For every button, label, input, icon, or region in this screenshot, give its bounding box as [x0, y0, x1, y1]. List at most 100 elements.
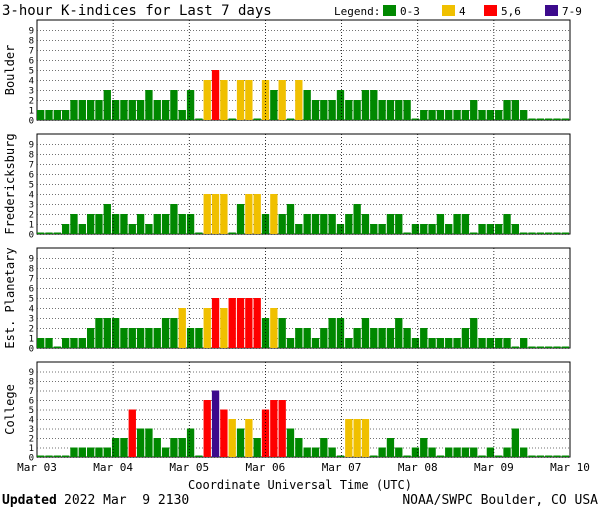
k-index-bar — [178, 438, 186, 457]
k-index-bar — [445, 224, 453, 234]
k-index-bar — [203, 80, 211, 120]
k-index-bar — [386, 438, 395, 457]
x-axis-label: Coordinate Universal Time (UTC) — [188, 478, 412, 492]
k-index-bar — [220, 194, 228, 234]
k-index-bar — [453, 447, 461, 457]
k-index-bar — [270, 90, 278, 120]
k-index-bar — [553, 346, 561, 348]
k-index-bar — [220, 80, 228, 120]
k-index-bar — [478, 338, 486, 348]
y-tick-label: 8 — [29, 265, 34, 275]
k-index-bar — [403, 328, 411, 348]
y-tick-label: 4 — [29, 77, 34, 87]
k-index-bar — [378, 224, 386, 234]
y-tick-label: 0 — [29, 231, 34, 241]
k-index-bar — [345, 419, 353, 457]
k-index-bar — [103, 90, 111, 120]
k-index-bar — [395, 318, 403, 348]
y-tick-label: 4 — [29, 191, 34, 201]
updated-timestamp: 2022 Mar 9 2130 — [64, 493, 189, 508]
x-tick-label: Mar 08 — [398, 461, 438, 474]
x-tick-label: Mar 07 — [322, 461, 362, 474]
k-index-bar — [170, 90, 178, 120]
k-index-bar — [253, 298, 261, 348]
k-index-bar — [420, 438, 428, 457]
k-index-bar — [161, 100, 170, 120]
k-index-bar — [236, 298, 245, 348]
k-index-bar — [270, 308, 278, 348]
legend-entry-label: 4 — [459, 5, 466, 18]
k-index-bar — [153, 328, 161, 348]
x-tick-label: Mar 09 — [474, 461, 514, 474]
k-index-bar — [553, 232, 561, 234]
k-index-bar — [128, 328, 136, 348]
panel-station-label: Est. Planetary — [3, 247, 17, 348]
x-tick-label: Mar 03 — [17, 461, 57, 474]
k-index-bar — [128, 409, 136, 457]
k-index-bar — [461, 110, 470, 120]
y-tick-label: 6 — [29, 57, 34, 67]
k-index-bar — [53, 346, 61, 348]
k-index-bar — [286, 204, 295, 234]
k-index-bar — [511, 346, 520, 348]
k-index-bar — [370, 90, 378, 120]
k-index-bar — [536, 232, 545, 234]
k-index-bar — [528, 118, 536, 120]
k-index-bar — [403, 232, 411, 234]
k-index-bar — [45, 455, 53, 457]
k-index-bar — [453, 214, 461, 234]
y-tick-label: 6 — [29, 285, 34, 295]
k-index-bar — [311, 447, 320, 457]
k-index-bar — [345, 338, 353, 348]
k-index-bar — [361, 90, 370, 120]
k-index-bar — [145, 90, 153, 120]
y-tick-label: 7 — [29, 47, 34, 57]
k-index-bar — [61, 110, 70, 120]
k-index-bar — [336, 90, 345, 120]
k-index-bar — [395, 214, 403, 234]
k-index-bar — [153, 100, 161, 120]
legend: Legend: 0-3 4 5,6 7-9 — [334, 5, 582, 18]
k-index-bar — [95, 100, 103, 120]
k-index-bar — [78, 100, 86, 120]
y-tick-label: 8 — [29, 151, 34, 161]
k-index-bar — [236, 80, 245, 120]
legend-swatch — [545, 5, 558, 16]
k-index-bar — [520, 110, 528, 120]
y-tick-label: 4 — [29, 305, 34, 315]
k-index-bar — [70, 214, 78, 234]
k-index-bar — [245, 80, 253, 120]
k-index-bar — [436, 338, 445, 348]
k-index-bar — [178, 308, 186, 348]
k-index-bar — [353, 100, 361, 120]
y-tick-label: 5 — [29, 67, 34, 77]
k-index-bar — [203, 194, 211, 234]
k-index-bar — [245, 194, 253, 234]
x-axis: Mar 03 Mar 04 Mar 05 Mar 06 Mar 07 Mar 08 Mar … — [17, 461, 590, 474]
k-index-bar — [403, 100, 411, 120]
k-index-bar — [503, 338, 511, 348]
k-index-bar — [211, 194, 220, 234]
k-index-bar — [378, 100, 386, 120]
k-index-bar — [461, 214, 470, 234]
k-index-bar — [136, 328, 145, 348]
k-index-bar — [120, 100, 128, 120]
k-index-bar — [295, 328, 303, 348]
k-index-bar — [186, 90, 195, 120]
k-index-bar — [245, 298, 253, 348]
source-credit: NOAA/SWPC Boulder, CO USA — [402, 493, 598, 508]
k-index-bar — [361, 214, 370, 234]
k-index-bar — [95, 214, 103, 234]
updated-label: Updated — [2, 493, 57, 508]
k-index-bar — [170, 204, 178, 234]
k-index-bar — [328, 100, 336, 120]
k-index-bar — [153, 438, 161, 457]
k-index-bar — [445, 447, 453, 457]
k-index-bar — [45, 110, 53, 120]
x-tick-label: Mar 06 — [246, 461, 286, 474]
y-tick-label: 9 — [29, 368, 34, 378]
k-index-bar — [495, 224, 503, 234]
